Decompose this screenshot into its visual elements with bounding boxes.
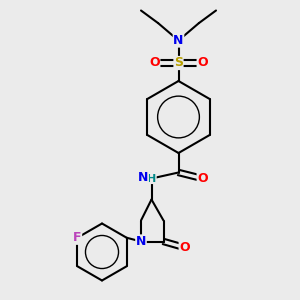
- Text: F: F: [73, 231, 82, 244]
- Text: O: O: [179, 241, 190, 254]
- Text: S: S: [174, 56, 183, 70]
- Text: N: N: [136, 235, 146, 248]
- Text: O: O: [197, 56, 208, 70]
- Text: O: O: [197, 172, 208, 185]
- Text: N: N: [138, 171, 148, 184]
- Text: O: O: [149, 56, 160, 70]
- Text: N: N: [173, 34, 184, 47]
- Text: H: H: [147, 173, 156, 184]
